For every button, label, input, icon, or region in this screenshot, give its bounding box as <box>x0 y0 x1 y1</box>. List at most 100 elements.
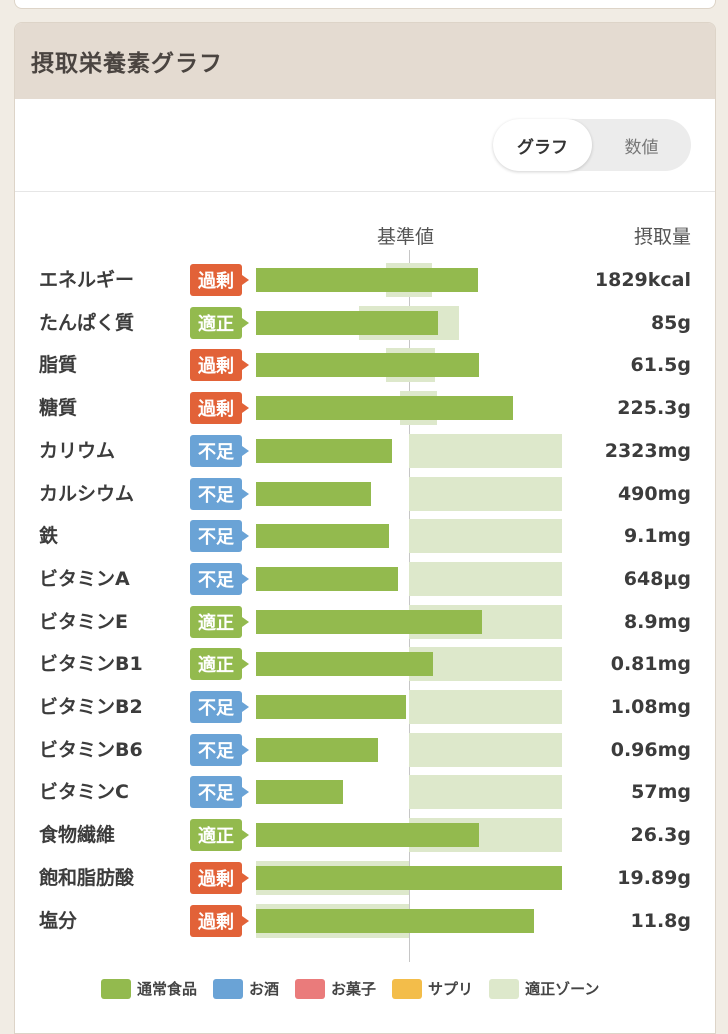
bar-track <box>256 305 562 340</box>
nutrient-name: カルシウム <box>39 482 135 505</box>
status-badge: 過剰 <box>190 861 249 894</box>
bar-track <box>256 732 562 767</box>
status-badge: 不足 <box>190 477 249 510</box>
intake-bar <box>256 780 344 805</box>
intake-bar <box>256 438 393 463</box>
status-badge: 適正 <box>190 605 249 638</box>
intake-bar <box>256 865 562 890</box>
number-toggle-button[interactable]: 数値 <box>624 137 659 158</box>
status-badge: 不足 <box>190 562 249 595</box>
bar-track <box>256 263 562 297</box>
nutrient-row: カリウム 不足 2323mg <box>15 433 715 468</box>
nutrient-name: カリウム <box>39 439 116 462</box>
intake-bar <box>256 908 535 933</box>
previous-card-edge <box>14 0 716 9</box>
bar-track <box>256 647 562 682</box>
bar-track <box>256 775 562 810</box>
intake-value: 0.96mg <box>610 738 691 761</box>
bar-track <box>256 433 562 468</box>
bar-track <box>256 348 562 383</box>
legend-swatch <box>392 978 423 999</box>
nutrient-row: エネルギー 過剰 1829kcal <box>15 263 715 297</box>
intake-value: 85g <box>650 311 691 334</box>
view-toggle: グラフ 数値 <box>493 119 691 171</box>
optimal-zone <box>409 476 562 511</box>
status-badge: 不足 <box>190 776 249 809</box>
intake-value: 2323mg <box>604 439 691 462</box>
optimal-zone <box>409 775 562 810</box>
nutrient-name: 塩分 <box>39 909 78 932</box>
optimal-zone <box>409 732 562 767</box>
nutrient-row: ビタミンA 不足 648µg <box>15 561 715 596</box>
intake-value: 19.89g <box>617 866 691 889</box>
nutrient-row: 糖質 過剰 225.3g <box>15 391 715 426</box>
nutrient-chart: 基準値 摂取量 エネルギー 過剰 1829kcal たんぱく質 適正 85g 脂質 過剰 61.… <box>15 218 715 978</box>
legend-item: サプリ <box>392 978 473 999</box>
bar-track <box>256 561 562 596</box>
nutrient-name: 糖質 <box>39 397 78 420</box>
legend-item: お菓子 <box>295 978 376 999</box>
status-badge: 適正 <box>190 819 249 852</box>
intake-value: 648µg <box>623 567 691 590</box>
nutrient-name: ビタミンB1 <box>39 653 143 676</box>
nutrient-row: 飽和脂肪酸 過剰 19.89g <box>15 860 715 895</box>
bar-track <box>256 860 562 895</box>
nutrient-row: ビタミンB1 適正 0.81mg <box>15 647 715 682</box>
intake-bar <box>256 481 371 506</box>
intake-value: 61.5g <box>630 354 691 377</box>
optimal-zone <box>409 433 562 468</box>
status-badge: 過剰 <box>190 392 249 425</box>
nutrient-row: 食物繊維 適正 26.3g <box>15 818 715 853</box>
intake-value: 8.9mg <box>623 610 691 633</box>
intake-bar <box>256 310 439 335</box>
nutrient-row: カルシウム 不足 490mg <box>15 476 715 511</box>
nutrient-name: ビタミンC <box>39 781 129 804</box>
intake-value: 1.08mg <box>610 696 691 718</box>
legend-swatch <box>295 978 326 999</box>
optimal-zone <box>409 690 562 724</box>
optimal-zone <box>409 561 562 596</box>
nutrient-name: 脂質 <box>39 354 78 377</box>
legend-label: サプリ <box>428 980 474 998</box>
intake-value: 26.3g <box>630 824 691 847</box>
legend-label: お酒 <box>249 980 280 998</box>
legend-label: 通常食品 <box>137 980 198 998</box>
intake-bar <box>256 268 478 292</box>
bar-track <box>256 391 562 426</box>
intake-bar <box>256 566 399 591</box>
nutrient-row: 脂質 過剰 61.5g <box>15 348 715 383</box>
graph-toggle-button[interactable]: グラフ <box>493 119 592 171</box>
status-badge: 不足 <box>190 520 249 553</box>
nutrient-row: ビタミンB2 不足 1.08mg <box>15 690 715 724</box>
divider <box>15 191 715 192</box>
base-value-header: 基準値 <box>377 226 435 248</box>
status-badge: 適正 <box>190 306 249 339</box>
nutrient-name: 鉄 <box>39 525 59 548</box>
legend-item: お酒 <box>213 978 279 999</box>
status-badge: 不足 <box>190 434 249 467</box>
legend: 通常食品 お酒 お菓子 サプリ 適正ゾーン <box>101 978 599 999</box>
nutrient-row: ビタミンC 不足 57mg <box>15 775 715 810</box>
nutrient-name: ビタミンA <box>39 567 130 590</box>
intake-bar <box>256 396 514 421</box>
bar-track <box>256 818 562 853</box>
intake-value: 225.3g <box>617 397 691 420</box>
legend-swatch <box>213 978 244 999</box>
bar-track <box>256 903 562 938</box>
nutrient-row: ビタミンE 適正 8.9mg <box>15 604 715 639</box>
optimal-zone <box>409 647 562 682</box>
nutrient-row: ビタミンB6 不足 0.96mg <box>15 732 715 767</box>
legend-swatch <box>489 978 520 999</box>
status-badge: 過剰 <box>190 264 249 296</box>
intake-bar <box>256 609 483 634</box>
panel-title: 摂取栄養素グラフ <box>31 51 223 77</box>
intake-bar <box>256 353 480 378</box>
nutrient-name: たんぱく質 <box>39 311 135 334</box>
intake-header: 摂取量 <box>633 226 691 248</box>
nutrient-name: 食物繊維 <box>39 824 116 847</box>
status-badge: 過剰 <box>190 349 249 382</box>
intake-value: 1829kcal <box>594 269 691 291</box>
intake-value: 490mg <box>617 482 691 505</box>
nutrient-graph-panel: 摂取栄養素グラフ グラフ 数値 基準値 摂取量 エネルギー 過剰 1829kcal た… <box>14 22 716 1034</box>
intake-value: 57mg <box>631 781 691 804</box>
